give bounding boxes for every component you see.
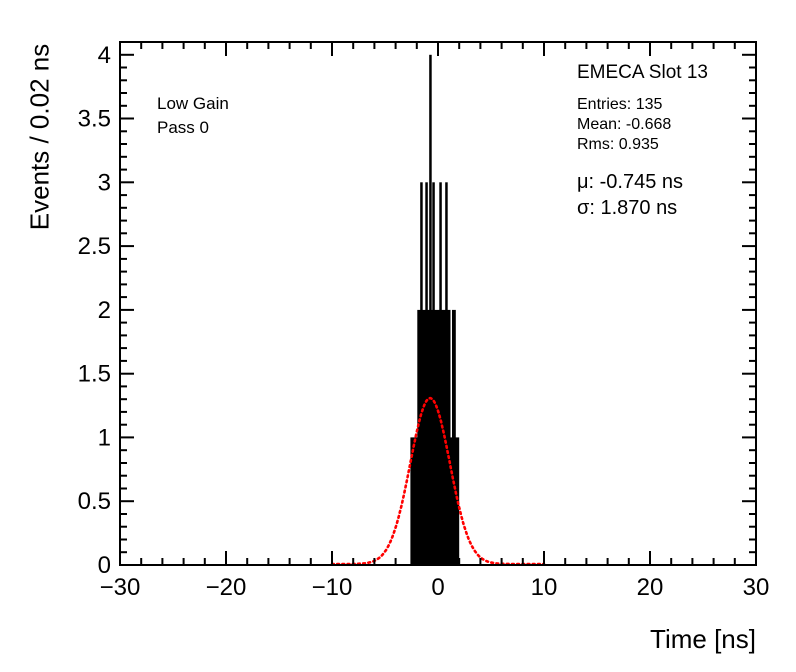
- y-tick-label: 3: [98, 169, 111, 196]
- y-tick-label: 1.5: [78, 361, 111, 388]
- fit-sigma-label: σ: 1.870 ns: [577, 197, 678, 219]
- x-tick-label: −20: [206, 574, 247, 601]
- rms-stat: Rms: 0.935: [577, 136, 659, 153]
- histogram-spike: [429, 54, 432, 566]
- y-tick-labels: 0 0.5 1 1.5 2 2.5 3 3.5 4: [78, 42, 111, 579]
- y-tick-label: 2.5: [78, 233, 111, 260]
- y-tick-label: 0: [98, 552, 111, 579]
- x-tick-label: 0: [431, 574, 444, 601]
- detector-label: EMECA Slot 13: [577, 62, 708, 83]
- fit-mu-label: μ: -0.745 ns: [577, 171, 684, 193]
- pass-label: Pass 0: [157, 118, 209, 137]
- y-tick-label: 3.5: [78, 106, 111, 133]
- histogram-spike: [420, 182, 423, 566]
- y-tick-label: 2: [98, 297, 111, 324]
- x-tick-label: 10: [531, 574, 558, 601]
- gain-label: Low Gain: [157, 94, 229, 113]
- x-tick-label: 30: [743, 574, 770, 601]
- histogram-spike: [432, 182, 435, 566]
- x-axis-title: Time [ns]: [650, 624, 756, 654]
- y-tick-label: 1: [98, 424, 111, 451]
- mean-stat: Mean: -0.668: [577, 116, 672, 133]
- histogram-block: [452, 309, 456, 565]
- entries-stat: Entries: 135: [577, 96, 663, 113]
- x-tick-label: 20: [637, 574, 664, 601]
- histogram: [410, 54, 460, 566]
- x-tick-labels: −30 −20 −10 0 10 20 30: [100, 574, 770, 601]
- y-tick-label: 4: [98, 42, 111, 69]
- histogram-spike: [439, 182, 442, 566]
- histogram-spike: [425, 182, 428, 566]
- x-tick-label: −10: [312, 574, 353, 601]
- axis-ticks: [119, 41, 757, 566]
- y-axis-title: Events / 0.02 ns: [24, 43, 55, 231]
- y-tick-label: 0.5: [78, 488, 111, 515]
- histogram-spike: [445, 182, 448, 566]
- x-tick-label: −30: [100, 574, 141, 601]
- gaussian-fit-curve: [330, 396, 546, 566]
